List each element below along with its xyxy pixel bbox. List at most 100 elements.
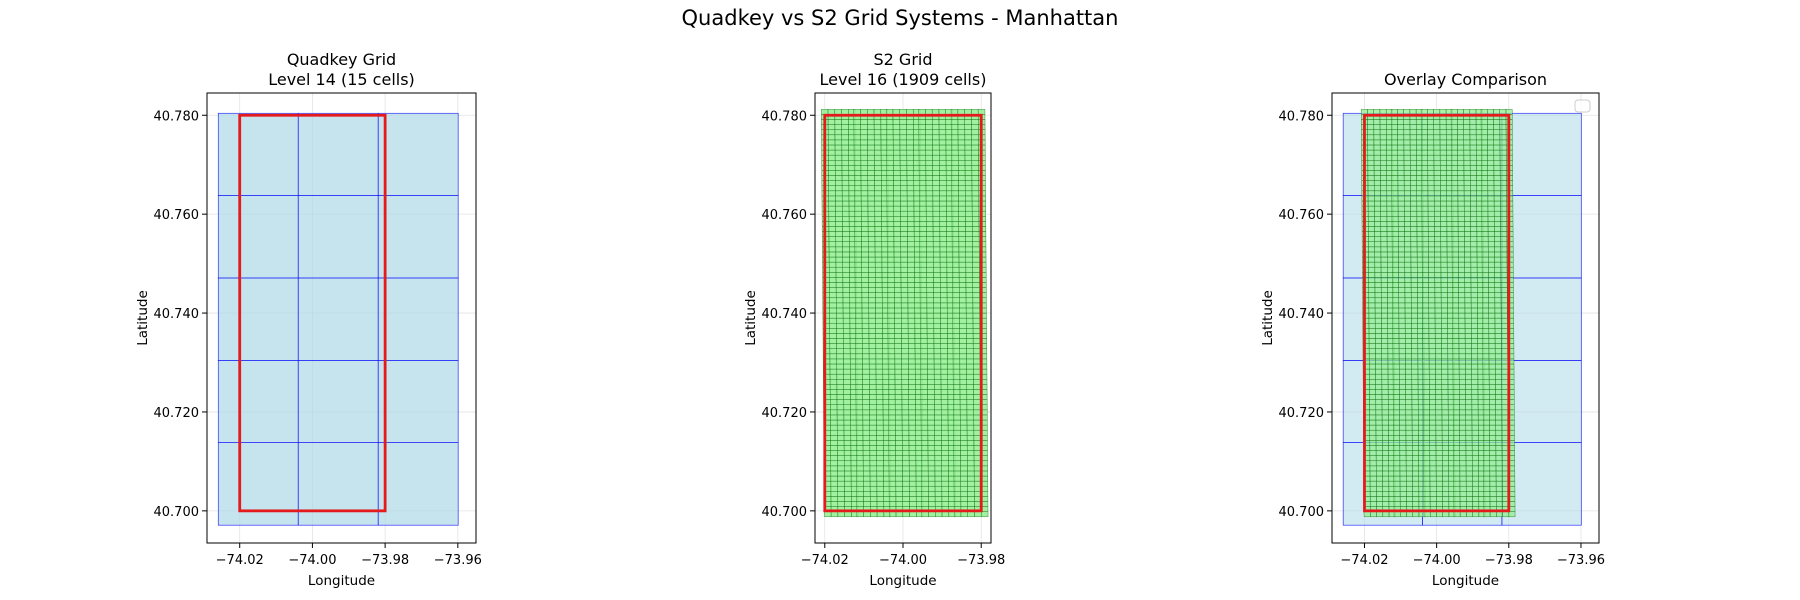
s2-cell	[1397, 160, 1405, 166]
s2-cell	[895, 501, 904, 507]
s2-cell	[1458, 272, 1465, 278]
s2-cell	[972, 302, 980, 309]
s2-cell	[960, 501, 968, 507]
s2-cell	[907, 256, 915, 263]
s2-cell	[1381, 317, 1388, 324]
s2-cell	[1412, 465, 1419, 472]
s2-cell	[973, 389, 981, 395]
s2-cell	[907, 292, 915, 299]
x-tick-label: −74.02	[801, 553, 849, 568]
s2-cell	[907, 333, 916, 339]
s2-cell	[901, 353, 909, 360]
s2-cell	[926, 348, 935, 355]
s2-cell	[966, 343, 974, 349]
s2-cell	[1429, 511, 1437, 518]
s2-cell	[901, 419, 910, 426]
s2-cell	[957, 134, 966, 141]
s2-cell	[893, 195, 901, 202]
s2-cell	[1441, 312, 1448, 319]
s2-cell	[1465, 470, 1473, 477]
s2-cell	[1493, 149, 1501, 156]
s2-cell	[1436, 501, 1443, 507]
s2-cell	[829, 312, 837, 319]
s2-cell	[1459, 465, 1467, 472]
s2-cell	[853, 124, 861, 130]
s2-cell	[934, 445, 942, 451]
s2-cell	[861, 292, 869, 299]
s2-cell	[1433, 165, 1441, 171]
s2-cell	[1412, 480, 1420, 487]
s2-cell	[886, 200, 894, 207]
s2-cell	[964, 185, 973, 192]
s2-cell	[855, 322, 863, 329]
s2-cell	[959, 368, 967, 375]
s2-cell	[860, 144, 868, 151]
s2-cell	[1410, 221, 1418, 227]
s2-cell	[952, 353, 961, 360]
s2-cell	[1403, 109, 1411, 115]
s2-cell	[1463, 165, 1471, 171]
s2-cell	[894, 333, 902, 339]
s2-cell	[1399, 450, 1407, 456]
quadkey-cell	[217, 112, 299, 196]
s2-cell	[876, 465, 884, 472]
s2-cell	[836, 343, 844, 349]
s2-cell	[1434, 312, 1442, 319]
s2-cell	[855, 409, 864, 416]
s2-cell	[869, 496, 878, 502]
s2-cell	[861, 226, 869, 232]
s2-cell	[1398, 322, 1406, 329]
s2-cell	[907, 338, 916, 344]
s2-cell	[1374, 236, 1382, 242]
s2-cell	[1472, 480, 1479, 487]
s2-cell	[893, 236, 901, 242]
s2-cell	[1411, 404, 1419, 411]
s2-cell	[919, 292, 928, 299]
s2-cell	[1440, 246, 1448, 253]
s2-cell	[1471, 363, 1479, 370]
s2-cell	[1435, 358, 1442, 365]
s2-cell	[1391, 205, 1399, 212]
s2-cell	[886, 160, 894, 166]
s2-cell	[906, 160, 914, 166]
s2-cell	[836, 317, 844, 324]
s2-cell	[1464, 256, 1472, 263]
s2-cell	[888, 419, 896, 426]
s2-cell	[907, 241, 915, 248]
s2-cell	[1375, 450, 1383, 456]
s2-cell	[1463, 205, 1471, 212]
x-axis-label: Longitude	[1432, 573, 1499, 589]
s2-cell	[888, 409, 896, 416]
s2-cell	[1435, 353, 1442, 360]
s2-cell	[932, 195, 940, 202]
s2-cell	[901, 368, 909, 375]
s2-cell	[1495, 480, 1503, 487]
s2-cell	[950, 119, 959, 125]
s2-cell	[1494, 246, 1501, 253]
s2-cell	[1488, 282, 1496, 288]
s2-cell	[1439, 149, 1447, 156]
s2-cell	[1434, 282, 1442, 288]
s2-cell	[938, 124, 947, 130]
s2-cell	[875, 312, 883, 319]
s2-cell	[1410, 266, 1418, 273]
s2-cell	[1440, 205, 1448, 212]
quadkey-cell	[377, 195, 459, 279]
s2-cell	[828, 200, 836, 207]
s2-cell	[934, 491, 943, 497]
s2-cell	[888, 470, 897, 477]
s2-cell	[860, 134, 868, 141]
s2-cell	[900, 226, 908, 232]
s2-cell	[1375, 343, 1382, 349]
s2-cell	[1381, 373, 1389, 380]
s2-cell	[972, 348, 981, 355]
s2-cell	[868, 302, 876, 309]
s2-cell	[925, 134, 933, 141]
s2-cell	[967, 470, 975, 477]
s2-cell	[1471, 409, 1479, 416]
s2-cell	[1393, 414, 1400, 421]
s2-cell	[1482, 312, 1489, 319]
s2-cell	[934, 419, 942, 426]
s2-cell	[1482, 322, 1490, 329]
s2-cell	[828, 154, 836, 161]
